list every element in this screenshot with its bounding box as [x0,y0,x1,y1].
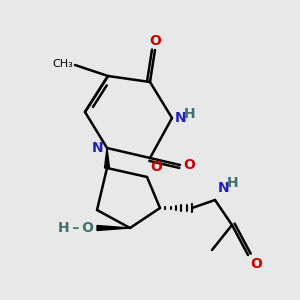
Text: H: H [184,107,196,121]
Text: N: N [92,141,103,155]
Text: O: O [149,34,161,48]
Text: N: N [218,181,230,195]
Text: O: O [250,257,262,271]
Text: H – O: H – O [58,221,94,235]
Text: N: N [175,111,187,125]
Polygon shape [104,148,110,168]
Text: H: H [227,176,238,190]
Polygon shape [97,226,130,230]
Text: CH₃: CH₃ [52,59,73,69]
Text: O: O [150,160,162,174]
Text: O: O [183,158,195,172]
